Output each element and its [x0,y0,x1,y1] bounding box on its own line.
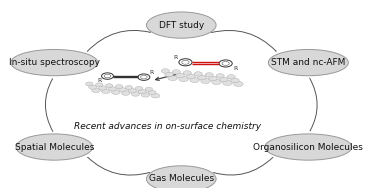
Circle shape [131,92,140,96]
Circle shape [234,81,243,87]
Ellipse shape [265,134,352,160]
Circle shape [151,93,160,98]
Circle shape [86,82,93,86]
Circle shape [198,75,206,80]
Text: Gas Molecules: Gas Molecules [149,174,214,184]
Circle shape [183,71,191,75]
Circle shape [227,75,235,79]
Ellipse shape [147,12,216,38]
Circle shape [216,74,224,78]
Circle shape [201,78,210,84]
Circle shape [106,84,113,88]
Circle shape [109,87,116,91]
Ellipse shape [147,166,216,189]
FancyArrowPatch shape [214,157,273,175]
Circle shape [128,89,136,93]
Circle shape [179,59,192,66]
Circle shape [230,78,239,83]
Circle shape [125,85,133,89]
Circle shape [145,87,153,91]
FancyArrowPatch shape [87,30,150,51]
Ellipse shape [16,134,93,160]
Ellipse shape [11,50,98,76]
Circle shape [176,73,185,78]
Circle shape [135,86,142,90]
Text: DFT study: DFT study [158,21,204,30]
Ellipse shape [268,50,348,76]
Circle shape [165,72,173,77]
Circle shape [223,80,232,86]
Circle shape [115,85,123,88]
Text: R: R [150,70,154,75]
Circle shape [138,74,150,80]
Circle shape [99,86,106,90]
Text: Organosilicon Molecules: Organosilicon Molecules [253,143,363,152]
Text: Spatial Molecules: Spatial Molecules [15,143,94,152]
Circle shape [112,90,120,94]
Circle shape [92,88,100,93]
Circle shape [121,91,130,95]
Circle shape [89,85,97,89]
Circle shape [138,89,146,94]
Circle shape [141,92,150,97]
Circle shape [212,79,221,84]
Circle shape [190,77,199,83]
FancyArrowPatch shape [310,78,317,131]
Text: R: R [233,66,237,71]
Circle shape [187,74,195,79]
Circle shape [208,76,217,81]
Text: R: R [97,78,102,83]
Text: R: R [174,55,178,60]
Circle shape [219,77,228,82]
Circle shape [168,75,177,81]
Circle shape [194,72,202,76]
FancyArrowPatch shape [45,79,53,132]
Circle shape [179,77,188,82]
Circle shape [219,60,232,67]
FancyArrowPatch shape [88,157,150,175]
Text: STM and nc-AFM: STM and nc-AFM [271,58,346,67]
Circle shape [172,70,180,74]
Circle shape [96,83,103,87]
Circle shape [102,73,113,79]
Circle shape [102,89,110,94]
Circle shape [118,88,126,92]
Circle shape [205,73,213,77]
Text: Recent advances in on-surface chemistry: Recent advances in on-surface chemistry [74,122,261,131]
Circle shape [148,90,156,95]
FancyArrowPatch shape [211,30,276,51]
Circle shape [161,69,169,73]
Text: In-situ spectroscopy: In-situ spectroscopy [9,58,100,67]
